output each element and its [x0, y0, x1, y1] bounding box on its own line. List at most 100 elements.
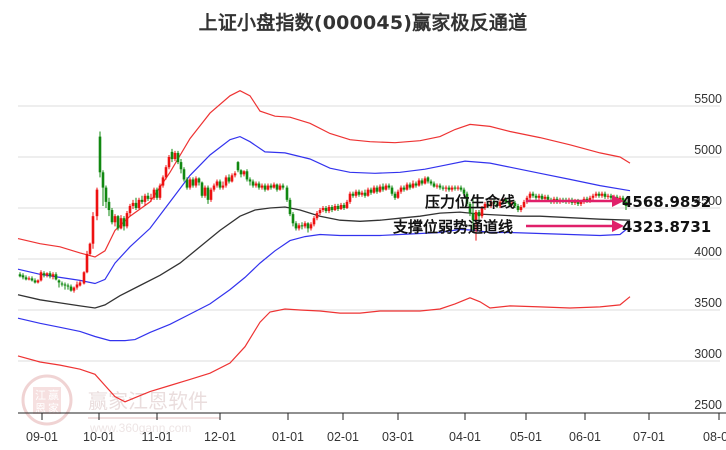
candle [507, 201, 511, 204]
candle [366, 189, 370, 196]
candle [498, 201, 502, 206]
candle [423, 178, 427, 184]
candle [408, 184, 412, 188]
candle [39, 272, 43, 281]
candle [540, 195, 544, 199]
candle [324, 208, 328, 212]
resistance-value: 4568.9852 [622, 193, 711, 211]
svg-text:恩: 恩 [35, 402, 46, 415]
candle [269, 185, 273, 188]
candle [603, 193, 607, 197]
candle [60, 283, 64, 285]
candle [333, 205, 337, 211]
candle [152, 189, 156, 198]
candle [342, 204, 346, 208]
candle [91, 216, 95, 244]
candle [82, 272, 86, 284]
candle [609, 195, 613, 198]
candle [537, 195, 541, 198]
candle [363, 192, 367, 196]
y-tick-label: 5000 [694, 143, 722, 157]
watermark-url: www.360gann.com [89, 421, 191, 435]
candle [600, 193, 604, 196]
candle [618, 197, 622, 200]
candle [176, 152, 180, 163]
candle [501, 199, 505, 202]
candle [420, 180, 424, 184]
candle [54, 274, 58, 280]
x-tick-label: 10-01 [83, 430, 115, 444]
candle [495, 203, 499, 206]
candle [113, 216, 117, 223]
candle [24, 277, 28, 280]
candle [450, 187, 454, 190]
y-tick-label: 4000 [694, 245, 722, 259]
candle [378, 186, 382, 192]
candlesticks [18, 131, 628, 293]
candle [369, 189, 373, 193]
candle [531, 193, 535, 196]
candle [98, 136, 102, 173]
candle [486, 203, 490, 206]
candle [297, 225, 301, 229]
band-outer-upper [17, 90, 631, 258]
candle [18, 274, 22, 277]
candle [411, 183, 415, 188]
candle [480, 208, 484, 217]
candle [215, 181, 219, 186]
candle [51, 274, 55, 277]
candle [155, 189, 159, 198]
candle [417, 180, 421, 186]
candle [63, 284, 67, 286]
candle [300, 225, 304, 227]
candle [167, 157, 171, 168]
candle [27, 278, 31, 280]
x-tick-label: 01-01 [272, 430, 304, 444]
candle [206, 187, 210, 200]
chart-title: 上证小盘指数(000045)赢家极反通道 [198, 12, 528, 34]
candle [591, 195, 595, 198]
candle [468, 203, 472, 214]
candle [390, 187, 394, 194]
candle [606, 195, 610, 197]
candle [191, 179, 195, 186]
candle [339, 204, 343, 210]
candle [85, 253, 89, 273]
candle [45, 273, 49, 276]
candle [36, 280, 40, 283]
candle [239, 170, 243, 175]
candle [281, 185, 285, 188]
arrow-right-icon [612, 220, 624, 232]
candle [134, 202, 138, 208]
candle [179, 162, 183, 170]
candle [182, 169, 186, 180]
candle [462, 189, 466, 194]
candle [104, 187, 108, 202]
candle [119, 218, 123, 229]
candle [278, 185, 282, 190]
candle [360, 192, 364, 195]
band-outer-lower [17, 296, 631, 403]
y-tick-label: 4500 [694, 194, 722, 208]
candle [588, 197, 592, 201]
candle [597, 193, 601, 196]
x-tick-label: 03-01 [382, 430, 414, 444]
y-axis-labels: 2500 3000 3500 4000 4500 5000 5500 [694, 92, 722, 412]
y-tick-label: 3500 [694, 296, 722, 310]
candle [435, 185, 439, 187]
candle [30, 278, 34, 281]
y-tick-label: 3000 [694, 347, 722, 361]
candle [387, 185, 391, 188]
candle [128, 205, 132, 214]
y-tick-label: 2500 [694, 398, 722, 412]
candle [66, 285, 70, 287]
candle [579, 201, 583, 204]
band-middle [17, 206, 631, 309]
x-tick-label: 12-01 [204, 430, 236, 444]
candle [303, 223, 307, 227]
candle [318, 210, 322, 214]
candle [221, 185, 225, 188]
candle [173, 152, 177, 160]
candle [594, 193, 598, 196]
